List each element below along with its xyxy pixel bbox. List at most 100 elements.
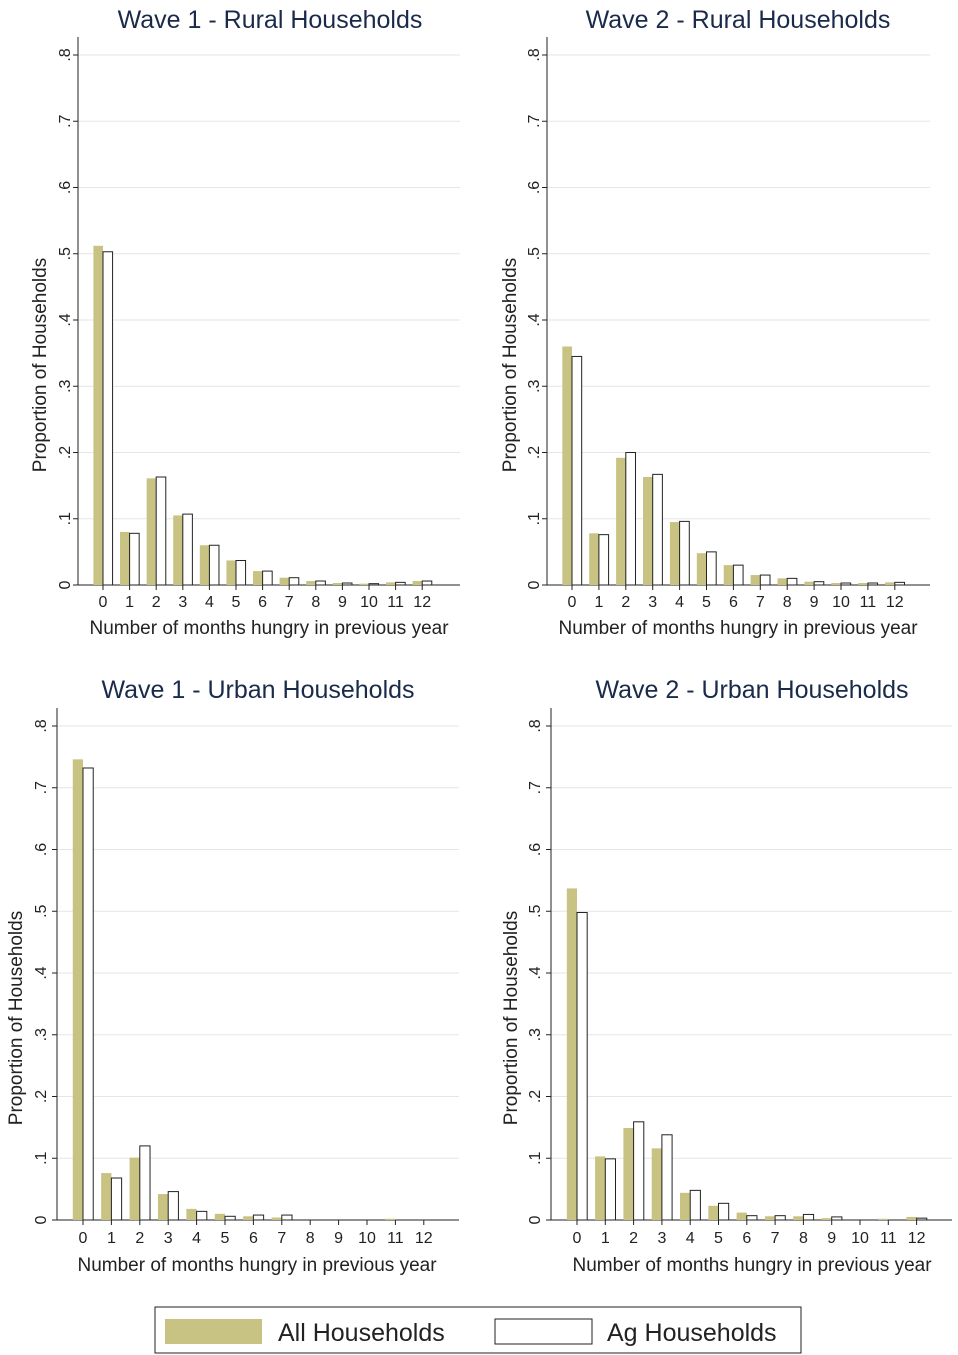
bar-all-households [696, 553, 707, 585]
panel-title: Wave 1 - Urban Households [101, 676, 414, 704]
bar-all-households [589, 533, 599, 585]
y-tick-label: .5 [33, 904, 50, 917]
x-tick-label: 9 [334, 1230, 343, 1247]
y-tick-label: .8 [526, 48, 543, 61]
bar-ag-households [102, 251, 114, 586]
x-tick-label: 1 [107, 1230, 116, 1247]
bar-ag-households [129, 532, 140, 586]
bar-all-households [651, 1148, 662, 1220]
bar-all-households [669, 522, 680, 585]
bar-ag-households [774, 1215, 786, 1221]
x-tick-label: 12 [886, 594, 904, 611]
y-tick-label: .8 [57, 48, 74, 61]
bar-all-households [120, 532, 130, 585]
bar-all-households [173, 515, 183, 585]
x-tick-label: 4 [205, 594, 214, 611]
bar-ag-households [689, 1189, 701, 1221]
bar-ag-households [867, 582, 879, 586]
y-tick-label: .8 [33, 719, 50, 732]
legend-frame [154, 1306, 802, 1354]
bar-all-households [878, 1218, 889, 1220]
x-tick-label: 5 [221, 1230, 230, 1247]
bar-ag-households [604, 1158, 616, 1221]
bar-ag-households [155, 476, 167, 586]
bar-ag-households [633, 1121, 645, 1221]
bar-all-households [723, 565, 734, 585]
bar-ag-households [341, 582, 353, 586]
x-tick-label: 8 [783, 594, 792, 611]
bar-ag-households [167, 1191, 179, 1221]
x-tick-label: 7 [756, 594, 765, 611]
x-tick-label: 10 [360, 594, 378, 611]
bar-all-households [129, 1157, 140, 1220]
legend-label-ag-households: Ag Households [607, 1319, 777, 1347]
x-tick-label: 5 [714, 1230, 723, 1247]
y-tick-label: .6 [526, 181, 543, 194]
x-tick-label: 1 [594, 594, 603, 611]
y-tick-label: .5 [57, 247, 74, 260]
bar-ag-households [625, 452, 636, 586]
y-tick-label: .6 [33, 843, 50, 856]
bar-ag-households [802, 1213, 815, 1221]
bar-all-households [72, 759, 83, 1220]
x-tick-label: 4 [686, 1230, 695, 1247]
x-tick-label: 6 [742, 1230, 751, 1247]
x-tick-label: 7 [285, 594, 294, 611]
y-axis-title: Proportion of Households [6, 911, 27, 1125]
bar-ag-households [598, 534, 610, 586]
bar-ag-households [786, 577, 798, 586]
y-tick-label: .3 [33, 1028, 50, 1041]
y-tick-label: .6 [527, 843, 544, 856]
x-tick-label: 2 [629, 1230, 638, 1247]
y-axis-title: Proportion of Households [501, 911, 522, 1125]
bar-all-households [226, 560, 236, 585]
y-axis-title: Proportion of Households [30, 258, 51, 472]
y-tick-label: .1 [527, 1151, 544, 1164]
x-tick-label: 8 [799, 1230, 808, 1247]
bar-all-households [214, 1213, 225, 1220]
x-tick-label: 6 [249, 1230, 258, 1247]
bar-ag-households [208, 544, 220, 586]
y-tick-label: .4 [33, 966, 50, 979]
bar-all-households [777, 578, 788, 585]
bar-all-households [146, 478, 157, 585]
bar-all-households [243, 1216, 254, 1220]
bar-all-households [793, 1216, 804, 1220]
x-tick-label: 8 [311, 594, 320, 611]
y-axis-title: Proportion of Households [500, 258, 521, 472]
bar-all-households [385, 1218, 396, 1220]
x-tick-label: 2 [152, 594, 161, 611]
bar-all-households [906, 1216, 917, 1220]
x-tick-label: 2 [135, 1230, 144, 1247]
y-tick-label: 0 [527, 1215, 544, 1224]
y-tick-label: .2 [527, 1090, 544, 1103]
bar-ag-households [139, 1145, 151, 1221]
bar-all-households [562, 346, 572, 585]
y-tick-label: .7 [57, 114, 74, 127]
y-tick-label: .1 [57, 512, 74, 525]
bar-ag-households [82, 767, 94, 1221]
bar-all-households [101, 1173, 112, 1220]
bar-ag-households [813, 581, 825, 586]
bar-all-households [736, 1212, 747, 1220]
bar-ag-households [718, 1202, 730, 1221]
panel-title: Wave 2 - Urban Households [595, 676, 908, 704]
bar-all-households [858, 583, 868, 585]
x-tick-label: 4 [192, 1230, 201, 1247]
bar-ag-households [262, 570, 273, 586]
y-tick-label: .4 [57, 313, 74, 326]
bar-ag-households [315, 580, 326, 586]
x-tick-label: 10 [851, 1230, 869, 1247]
bar-ag-households [368, 583, 380, 586]
x-tick-label: 9 [827, 1230, 836, 1247]
bar-all-households [359, 583, 369, 585]
legend-swatch-ag-households [494, 1318, 593, 1345]
bar-ag-households [706, 551, 717, 586]
bar-all-households [821, 1218, 832, 1220]
bar-ag-households [661, 1134, 673, 1221]
x-tick-label: 3 [648, 594, 657, 611]
bar-ag-households [840, 582, 852, 586]
bar-all-households [708, 1205, 719, 1220]
